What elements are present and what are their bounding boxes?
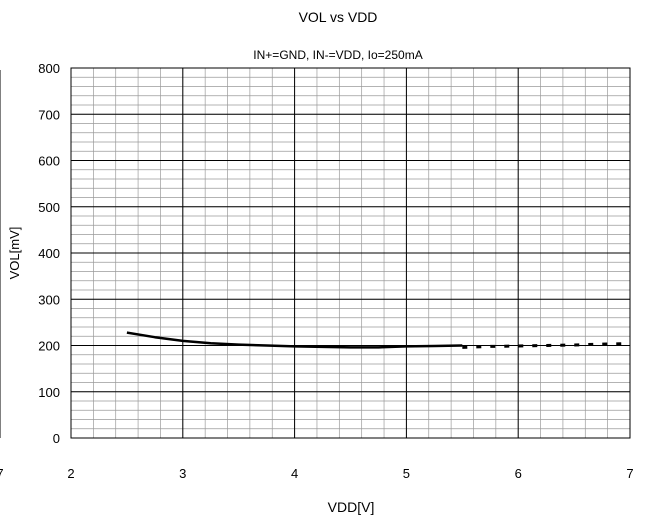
y-tick-label: 700: [38, 107, 60, 122]
chart-title: VOL vs VDD: [299, 9, 378, 25]
x-tick-label: 7: [626, 466, 633, 481]
series-line-1-solid: [126, 331, 463, 349]
y-tick-label: 600: [38, 154, 60, 169]
x-tick-label: 6: [515, 466, 522, 481]
x-tick-label: 2: [67, 466, 74, 481]
y-axis-label: VOL[mV]: [7, 227, 22, 280]
y-tick-label: 0: [53, 431, 60, 446]
y-tick-label: 500: [38, 200, 60, 215]
x-tick-labels: 2 3 4 5 6 7: [67, 466, 633, 481]
y-tick-label: 200: [38, 339, 60, 354]
major-grid: [71, 68, 630, 438]
plot-frame: [70, 67, 631, 439]
y-tick-label: 100: [38, 385, 60, 400]
y-tick-label: 400: [38, 246, 60, 261]
x-axis-label: VDD[V]: [328, 499, 375, 515]
x-tick-label: 5: [403, 466, 410, 481]
series-line-2-dashed: [462, 342, 631, 349]
x-tick-label: 3: [179, 466, 186, 481]
left-edge-label: 7: [0, 466, 4, 481]
y-tick-label: 300: [38, 292, 60, 307]
chart-subtitle: IN+=GND, IN-=VDD, Io=250mA: [253, 48, 422, 62]
x-tick-label: 4: [291, 466, 298, 481]
series-layer: [126, 331, 631, 349]
y-tick-labels: 0 100 200 300 400 500 600 700 800: [38, 61, 60, 446]
y-tick-label: 800: [38, 61, 60, 76]
